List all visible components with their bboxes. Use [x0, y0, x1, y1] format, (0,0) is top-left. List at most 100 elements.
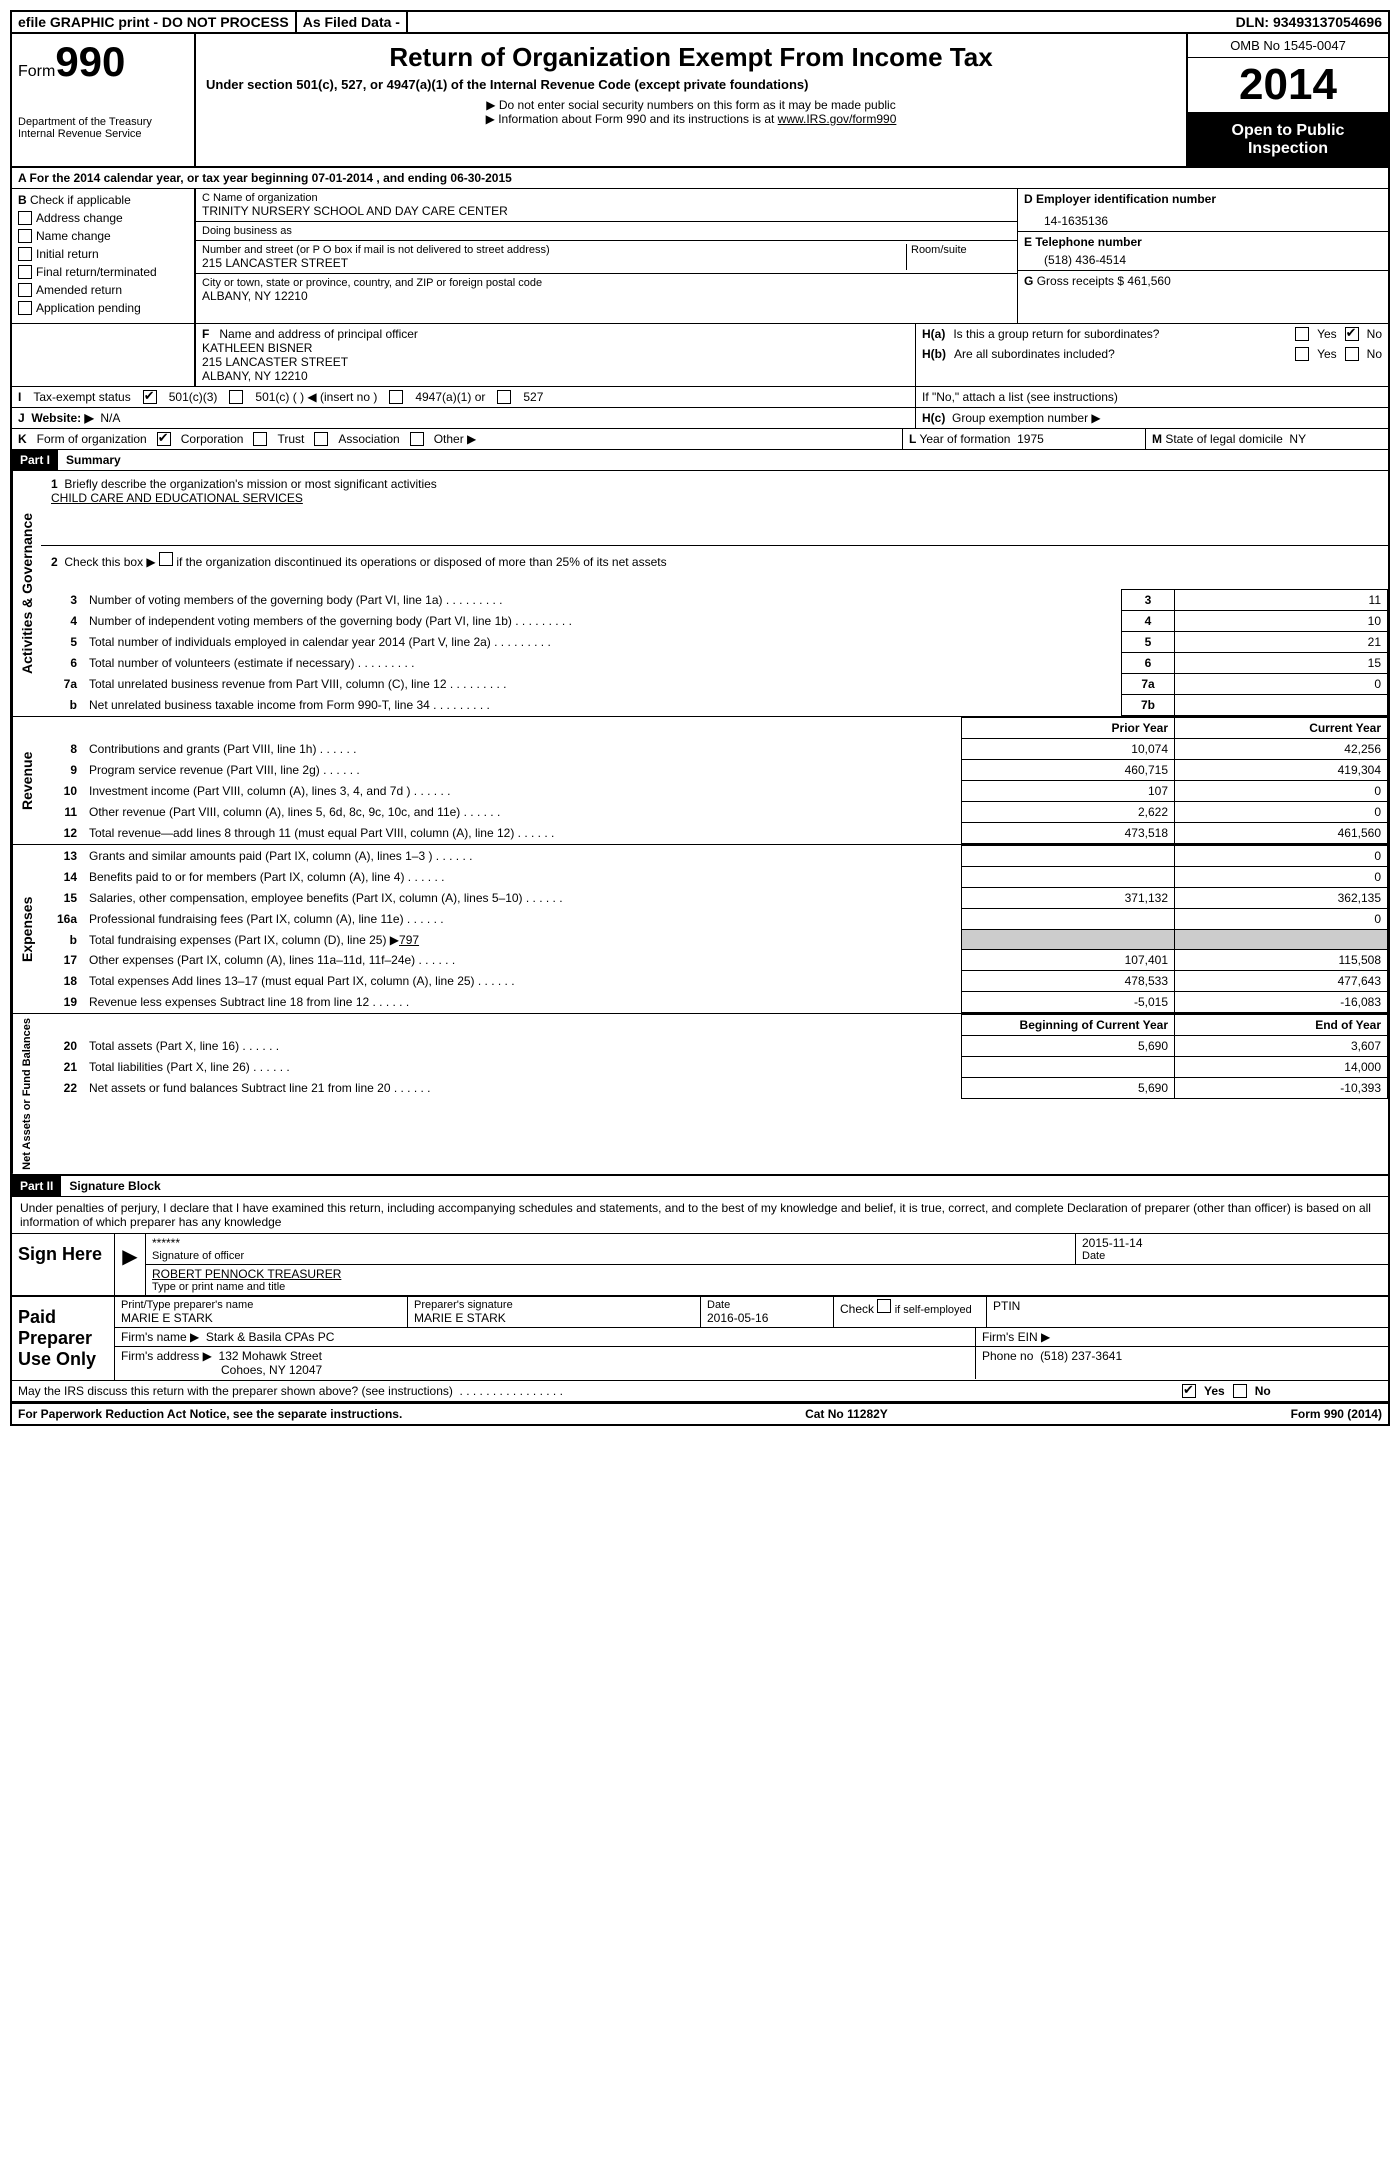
line-value: 11 [1175, 590, 1388, 611]
cb-501c[interactable] [229, 390, 243, 404]
room-label: Room/suite [911, 244, 1011, 256]
revenue-section: Revenue Prior Year Current Year 8 Contri… [12, 717, 1388, 845]
irs-link[interactable]: www.IRS.gov/form990 [778, 112, 897, 126]
governance-section: Activities & Governance 1 Briefly descri… [12, 471, 1388, 717]
line-num: 19 [41, 992, 83, 1013]
cb-4947[interactable] [389, 390, 403, 404]
line-num: 10 [41, 781, 83, 802]
current-year-value: 0 [1175, 867, 1388, 888]
row-i-tax-exempt: I Tax-exempt status 501(c)(3) 501(c) ( )… [12, 387, 1388, 408]
form-header: Form990 Department of the Treasury Inter… [12, 34, 1388, 168]
line-box: 7a [1122, 674, 1175, 695]
state-domicile: NY [1289, 432, 1306, 446]
cat-no: Cat No 11282Y [805, 1407, 888, 1421]
line-box: 6 [1122, 653, 1175, 674]
firm-name: Stark & Basila CPAs PC [206, 1330, 334, 1344]
current-year-value: 0 [1175, 781, 1388, 802]
cb-name-change[interactable] [18, 229, 32, 243]
preparer-date: 2016-05-16 [707, 1311, 827, 1325]
line-num: 12 [41, 823, 83, 844]
ein-value: 14-1635136 [1024, 206, 1382, 228]
discuss-row: May the IRS discuss this return with the… [12, 1381, 1388, 1402]
col-b-checkboxes: B Check if applicable Address change Nam… [12, 189, 196, 323]
prior-year-value [962, 1057, 1175, 1078]
cb-ha-yes[interactable] [1295, 327, 1309, 341]
line-desc: Salaries, other compensation, employee b… [83, 888, 962, 909]
line-num: 6 [41, 653, 83, 674]
line-num: 5 [41, 632, 83, 653]
sign-here-block: Sign Here ▶ ****** Signature of officer … [12, 1234, 1388, 1297]
year-formation: 1975 [1017, 432, 1044, 446]
cb-527[interactable] [497, 390, 511, 404]
as-filed: As Filed Data - [297, 12, 408, 32]
line-value: 10 [1175, 611, 1388, 632]
revenue-table: Prior Year Current Year 8 Contributions … [41, 717, 1388, 844]
prior-year-value [962, 909, 1175, 930]
line-num: 4 [41, 611, 83, 632]
prior-year-value: 2,622 [962, 802, 1175, 823]
cb-self-employed[interactable] [877, 1299, 891, 1313]
gross-receipts-value: 461,560 [1127, 274, 1170, 288]
netassets-table: Beginning of Current Year End of Year 20… [41, 1014, 1388, 1099]
cb-discontinued[interactable] [159, 552, 173, 566]
line-desc: Investment income (Part VIII, column (A)… [83, 781, 962, 802]
note-info: ▶ Information about Form 990 and its ins… [206, 112, 1176, 126]
expenses-table: 13 Grants and similar amounts paid (Part… [41, 845, 1388, 1013]
current-year-value: 0 [1175, 909, 1388, 930]
cb-hb-no[interactable] [1345, 347, 1359, 361]
phone-label: E Telephone number [1024, 235, 1142, 249]
street-label: Number and street (or P O box if mail is… [202, 244, 906, 256]
current-year-value: 14,000 [1175, 1057, 1388, 1078]
sign-arrow-icon: ▶ [115, 1234, 146, 1295]
irs-label: Internal Revenue Service [18, 128, 188, 140]
cb-hb-yes[interactable] [1295, 347, 1309, 361]
line-num: 14 [41, 867, 83, 888]
line-value [1175, 695, 1388, 716]
governance-vert-label: Activities & Governance [12, 471, 41, 716]
cb-initial-return[interactable] [18, 247, 32, 261]
line-num: 16a [41, 909, 83, 930]
cb-address-change[interactable] [18, 211, 32, 225]
cb-final-return[interactable] [18, 265, 32, 279]
perjury-statement: Under penalties of perjury, I declare th… [12, 1197, 1388, 1234]
col-d-e-g: D Employer identification number 14-1635… [1018, 189, 1388, 323]
row-k-l-m: K Form of organization Corporation Trust… [12, 429, 1388, 450]
current-year-value: 419,304 [1175, 760, 1388, 781]
sign-date: 2015-11-14 [1082, 1236, 1382, 1250]
cb-other[interactable] [410, 432, 424, 446]
cb-discuss-yes[interactable] [1182, 1384, 1196, 1398]
cb-amended[interactable] [18, 283, 32, 297]
efile-notice: efile GRAPHIC print - DO NOT PROCESS [12, 12, 297, 32]
expenses-section: Expenses 13 Grants and similar amounts p… [12, 845, 1388, 1014]
cb-app-pending[interactable] [18, 301, 32, 315]
top-bar: efile GRAPHIC print - DO NOT PROCESS As … [12, 12, 1388, 34]
line-desc: Benefits paid to or for members (Part IX… [83, 867, 962, 888]
form-subtitle: Under section 501(c), 527, or 4947(a)(1)… [206, 77, 1176, 92]
cb-corp[interactable] [157, 432, 171, 446]
line-num: 3 [41, 590, 83, 611]
cb-ha-no[interactable] [1345, 327, 1359, 341]
line-num: 13 [41, 846, 83, 867]
current-year-value: 3,607 [1175, 1036, 1388, 1057]
form-version: Form 990 (2014) [1291, 1407, 1382, 1421]
cb-discuss-no[interactable] [1233, 1384, 1247, 1398]
line-desc: Total number of volunteers (estimate if … [83, 653, 1122, 674]
officer-name: ROBERT PENNOCK TREASURER [152, 1267, 1382, 1281]
ptin-label: PTIN [987, 1297, 1388, 1327]
cb-trust[interactable] [253, 432, 267, 446]
form-number: Form990 [18, 38, 188, 86]
line-desc: Grants and similar amounts paid (Part IX… [83, 846, 962, 867]
line-num: 20 [41, 1036, 83, 1057]
city-value: ALBANY, NY 12210 [202, 289, 1011, 303]
cb-assoc[interactable] [314, 432, 328, 446]
phone-value: (518) 436-4514 [1024, 249, 1382, 267]
city-label: City or town, state or province, country… [202, 277, 1011, 289]
part-ii-header: Part II Signature Block [12, 1176, 1388, 1197]
open-inspection: Open to Public Inspection [1188, 114, 1388, 166]
firm-addr1: 132 Mohawk Street [219, 1349, 322, 1363]
org-name: TRINITY NURSERY SCHOOL AND DAY CARE CENT… [202, 204, 1011, 218]
line-num: 11 [41, 802, 83, 823]
cb-501c3[interactable] [143, 390, 157, 404]
prior-year-value: 5,690 [962, 1036, 1175, 1057]
revenue-vert-label: Revenue [12, 717, 41, 844]
